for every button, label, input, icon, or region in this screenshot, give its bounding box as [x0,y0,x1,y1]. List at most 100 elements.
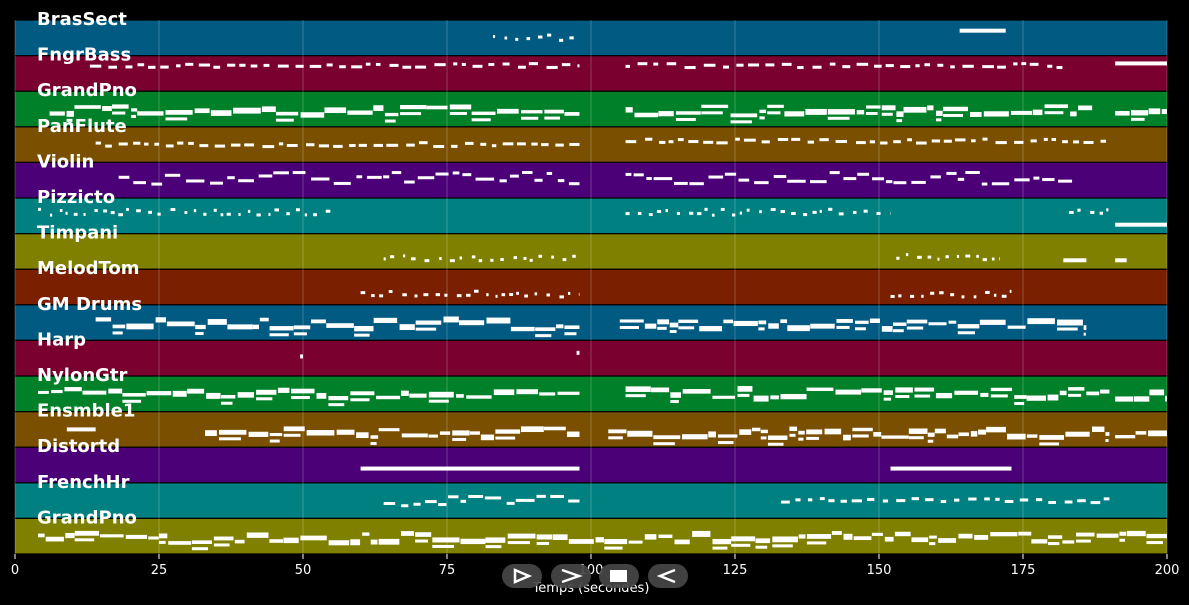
note [781,500,790,504]
stop-button[interactable] [599,564,639,588]
note [562,258,567,262]
note [958,533,973,539]
note [495,436,516,440]
note [906,326,924,330]
note [564,112,580,116]
note [131,108,138,112]
note [819,209,822,213]
note [234,539,245,544]
rewind-button[interactable] [648,564,688,588]
note [625,394,646,398]
note [1083,332,1086,336]
note [1100,389,1110,394]
note [863,209,868,213]
note [777,137,789,141]
note [74,538,95,542]
note [997,65,1006,69]
note [504,36,508,40]
note [435,172,449,176]
track-label: FngrBass [37,45,131,66]
note [935,392,953,399]
note [871,532,883,536]
note [309,64,322,68]
note [798,437,804,441]
forward-button[interactable] [551,564,591,588]
note [754,181,769,185]
note [564,332,577,336]
note [716,141,728,145]
note [384,112,399,117]
note [541,143,549,147]
note [277,64,289,68]
note [731,536,756,542]
note [885,180,893,184]
note [295,64,304,68]
note [759,116,765,120]
note [256,213,261,217]
note [480,142,487,146]
note [466,395,492,399]
note [291,388,315,394]
note [112,331,123,335]
note [538,254,543,258]
note [703,140,714,144]
note [448,495,459,499]
note [737,393,750,397]
note [881,435,909,439]
note [404,180,415,184]
note [1047,64,1053,68]
note [154,142,160,146]
note [746,208,750,212]
note [1018,531,1032,536]
note [701,111,723,115]
note [1032,109,1043,116]
note [333,181,351,185]
note [1001,294,1007,298]
note [144,142,149,146]
note [883,390,893,395]
note [358,143,367,147]
note [213,65,221,69]
note [1007,325,1026,329]
note [499,179,507,183]
note [536,534,553,540]
note [991,182,1010,186]
note [648,213,653,217]
note [739,429,752,435]
x-tick-label: 175 [1011,563,1036,578]
note [881,105,896,111]
note [269,432,283,437]
note [1044,104,1069,109]
note [720,207,725,211]
note [459,320,485,326]
note [238,212,241,216]
note [164,173,181,177]
note [712,538,732,545]
note [269,333,289,337]
note [227,176,235,180]
note [507,533,536,539]
play-button[interactable] [502,564,542,588]
note [824,428,842,435]
note [370,435,379,439]
track-label: Ensmble1 [37,401,135,422]
note [401,504,409,508]
note [389,63,399,67]
note [199,144,209,148]
note [95,317,112,322]
note [328,403,345,407]
note [557,391,580,395]
note [682,389,711,394]
note [354,333,370,337]
note [94,208,98,212]
note [291,396,310,400]
note [905,253,909,257]
note [872,177,885,181]
note [1059,390,1067,396]
note [443,316,459,323]
note [239,63,246,67]
note [313,213,318,217]
note [1030,139,1037,143]
note [856,141,866,145]
note [810,323,835,329]
